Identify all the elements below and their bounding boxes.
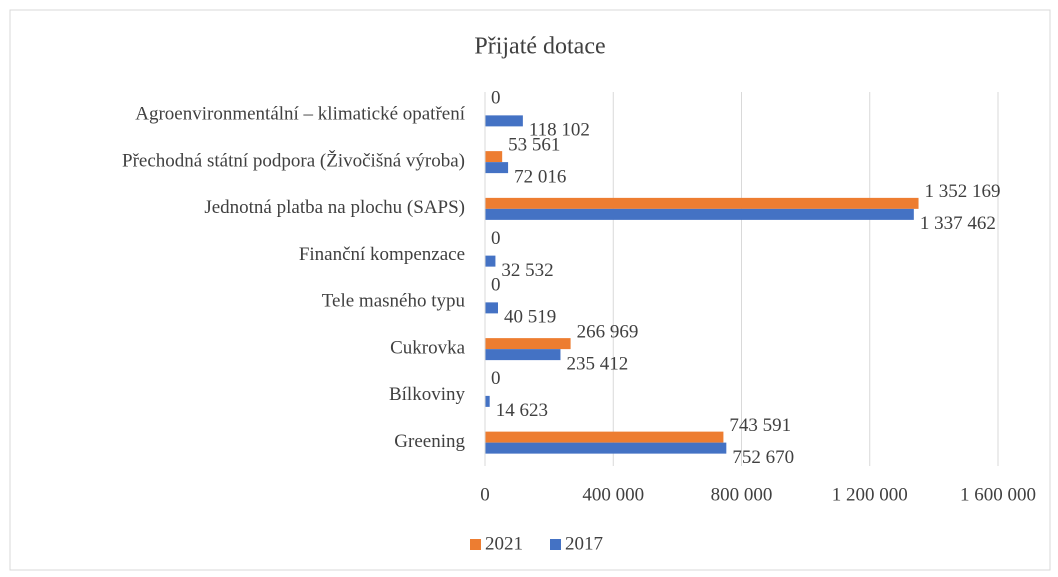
bar	[485, 162, 509, 174]
legend-label: 2017	[565, 533, 603, 554]
value-label: 40 519	[504, 307, 556, 328]
value-label: 32 532	[501, 260, 553, 281]
bar	[485, 302, 498, 314]
legend-swatch	[550, 539, 561, 550]
bar	[485, 197, 919, 209]
y-tick-label: Jednotná platba na plochu (SAPS)	[204, 197, 465, 218]
x-tick-label: 0	[480, 484, 490, 505]
value-label: 1 352 169	[925, 181, 1001, 202]
x-tick-label: 400 000	[582, 484, 644, 505]
value-label: 14 623	[496, 400, 548, 421]
value-label: 743 591	[729, 415, 791, 436]
y-tick-label: Přechodná státní podpora (Živočišná výro…	[122, 149, 465, 171]
bar	[485, 115, 523, 127]
y-tick-label: Agroenvironmentální – klimatické opatřen…	[135, 104, 465, 125]
x-tick-label: 1 600 000	[960, 484, 1036, 505]
bar	[485, 395, 490, 407]
bar	[485, 349, 561, 361]
bar	[485, 255, 496, 267]
value-label: 72 016	[514, 166, 566, 187]
bar	[485, 442, 727, 454]
x-tick-label: 800 000	[711, 484, 773, 505]
value-label: 0	[491, 228, 501, 249]
value-label: 0	[491, 368, 501, 389]
bar	[485, 151, 503, 163]
x-tick-label: 1 200 000	[832, 484, 908, 505]
y-tick-label: Finanční kompenzace	[299, 244, 465, 265]
bar	[485, 431, 724, 443]
chart-title: Přijaté dotace	[474, 34, 605, 60]
value-label: 53 561	[508, 134, 560, 155]
chart-frame	[9, 9, 1051, 571]
y-tick-label: Greening	[394, 431, 465, 452]
value-label: 0	[491, 88, 501, 109]
value-label: 0	[491, 275, 501, 296]
value-label: 235 412	[566, 353, 628, 374]
value-label: 118 102	[529, 120, 590, 141]
legend-label: 2021	[485, 533, 523, 554]
bar	[485, 208, 914, 220]
value-label: 266 969	[577, 321, 639, 342]
value-label: 752 670	[732, 447, 794, 468]
y-tick-label: Tele masného typu	[322, 291, 466, 312]
bar	[485, 338, 571, 350]
legend-swatch	[470, 539, 481, 550]
value-label: 1 337 462	[920, 213, 996, 234]
y-tick-label: Cukrovka	[390, 337, 466, 358]
y-tick-label: Bílkoviny	[389, 384, 466, 405]
